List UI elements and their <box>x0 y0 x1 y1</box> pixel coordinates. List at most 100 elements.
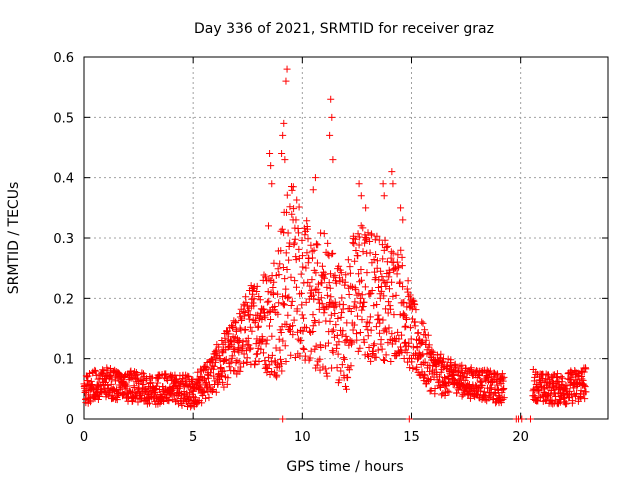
data-point <box>230 367 238 374</box>
data-point <box>444 387 452 395</box>
data-point <box>381 325 389 333</box>
data-point <box>139 370 147 378</box>
data-point-peak <box>266 150 274 158</box>
data-point <box>139 380 147 388</box>
data-point <box>284 229 292 237</box>
data-points <box>80 65 590 423</box>
data-point <box>302 264 310 272</box>
data-point <box>299 327 307 335</box>
data-point <box>274 265 282 273</box>
data-point <box>385 273 393 281</box>
data-point <box>268 367 276 375</box>
data-point <box>530 392 538 400</box>
data-point-peak <box>399 216 407 224</box>
data-point <box>259 306 267 314</box>
data-point <box>289 331 297 339</box>
data-point <box>354 347 362 355</box>
data-point <box>335 262 343 270</box>
data-point-peak <box>389 180 397 188</box>
data-point <box>207 369 215 377</box>
data-point <box>314 296 322 304</box>
data-point-peak <box>362 204 370 212</box>
data-point <box>351 284 359 292</box>
data-point <box>414 329 422 337</box>
data-point-zero <box>279 415 287 423</box>
data-point <box>253 287 261 295</box>
data-point <box>394 264 402 272</box>
data-point <box>294 225 302 233</box>
data-point <box>477 367 485 375</box>
data-point <box>165 397 173 405</box>
data-point <box>278 360 286 368</box>
data-point <box>283 191 291 199</box>
data-point <box>333 332 341 340</box>
data-point <box>338 331 346 339</box>
data-point <box>307 347 315 355</box>
x-axis-label: GPS time / hours <box>286 459 403 475</box>
data-point <box>265 297 273 305</box>
data-point <box>244 341 252 349</box>
data-point <box>401 323 409 331</box>
data-point-zero <box>518 415 526 423</box>
data-point <box>277 328 285 336</box>
data-point-peak <box>357 192 365 200</box>
data-point <box>293 305 301 313</box>
data-point <box>239 338 247 346</box>
data-point <box>331 309 339 317</box>
data-point <box>152 388 160 396</box>
data-point <box>356 344 364 352</box>
data-point <box>357 266 365 274</box>
data-point <box>279 300 287 308</box>
data-point <box>356 278 364 286</box>
data-point <box>252 340 260 348</box>
data-point <box>318 279 326 287</box>
data-point <box>223 380 231 388</box>
data-point <box>373 264 381 272</box>
data-point <box>210 372 218 380</box>
data-point <box>315 318 323 326</box>
data-point <box>205 394 213 402</box>
data-point <box>295 203 303 211</box>
data-point <box>284 311 292 319</box>
data-point <box>335 376 343 384</box>
data-point <box>370 256 378 264</box>
data-point <box>372 353 380 361</box>
data-point <box>292 256 300 264</box>
data-point <box>406 364 414 372</box>
data-point <box>295 229 303 237</box>
data-point <box>173 396 181 404</box>
data-point <box>235 358 243 366</box>
data-point <box>382 243 390 251</box>
data-point <box>382 282 390 290</box>
y-tick-label: 0.2 <box>53 292 74 307</box>
data-point <box>384 309 392 317</box>
data-point <box>270 259 278 267</box>
data-point <box>321 365 329 373</box>
data-point <box>287 351 295 359</box>
data-point <box>248 327 256 335</box>
data-point <box>244 334 252 342</box>
data-point <box>275 271 283 279</box>
data-point <box>338 361 346 369</box>
data-point <box>403 349 411 357</box>
data-point <box>577 394 585 402</box>
data-point <box>500 385 508 393</box>
data-point <box>255 292 263 300</box>
data-point <box>266 308 274 316</box>
data-point <box>291 353 299 361</box>
data-point <box>287 273 295 281</box>
data-point <box>172 376 180 384</box>
data-point <box>318 262 326 270</box>
data-point <box>390 265 398 273</box>
data-point <box>358 291 366 299</box>
data-point-peak <box>388 168 396 176</box>
data-point <box>279 263 287 271</box>
data-point <box>268 332 276 340</box>
data-point <box>86 369 94 377</box>
data-point <box>303 217 311 225</box>
data-point <box>388 278 396 286</box>
data-point <box>215 343 223 351</box>
data-point <box>254 323 262 331</box>
y-axis-label: SRMTID / TECUs <box>6 182 22 295</box>
data-point-peak <box>327 95 335 103</box>
